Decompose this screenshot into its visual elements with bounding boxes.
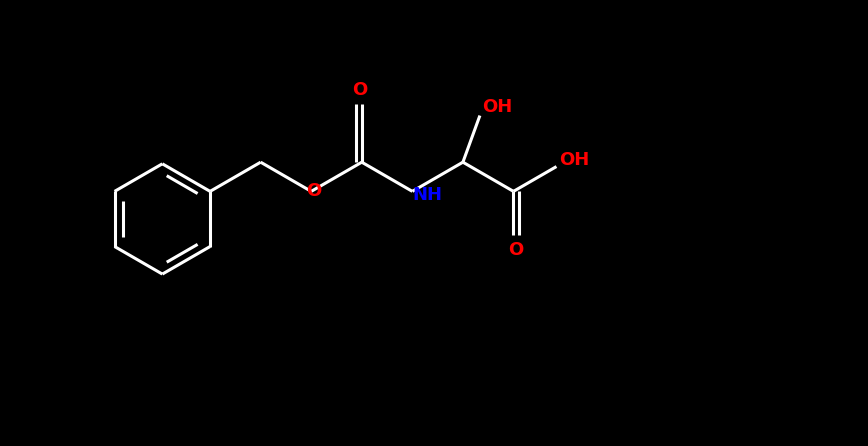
- Text: O: O: [352, 81, 368, 99]
- Text: O: O: [306, 182, 321, 200]
- Text: NH: NH: [412, 186, 442, 204]
- Text: O: O: [509, 241, 523, 259]
- Text: OH: OH: [483, 99, 513, 116]
- Text: OH: OH: [559, 151, 589, 169]
